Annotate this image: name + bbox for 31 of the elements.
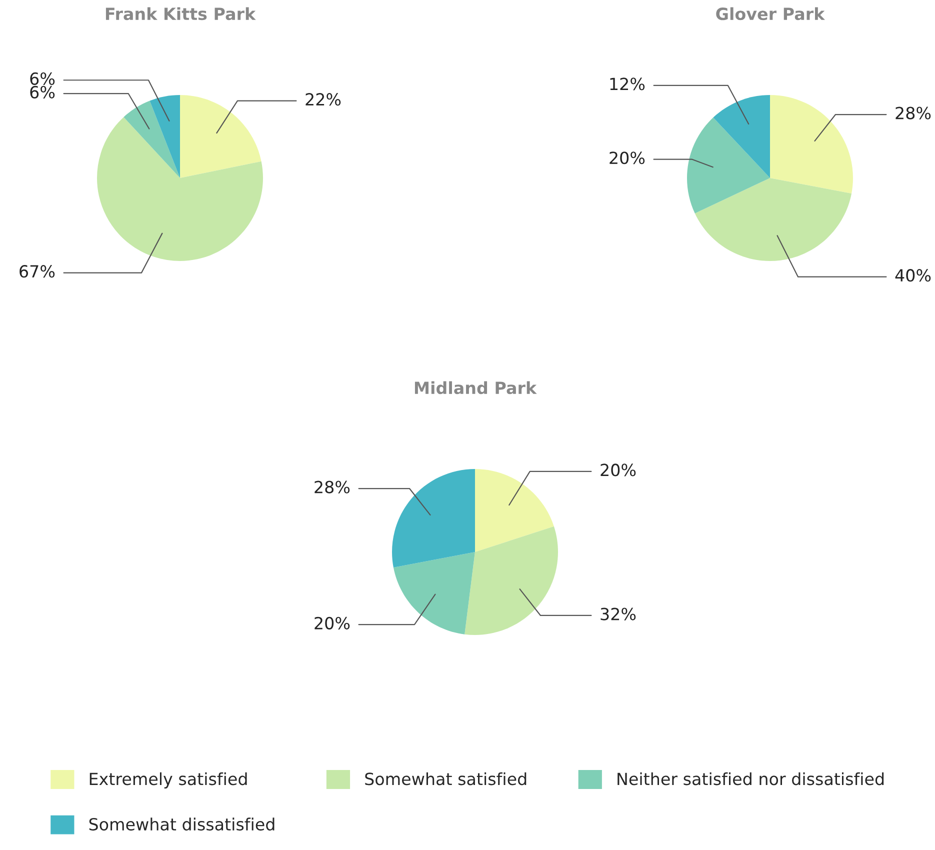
pie-slice [97, 117, 263, 261]
legend-label: Extremely satisfied [90, 772, 247, 788]
legend-label: Neither satisfied nor dissatisfied [618, 772, 884, 786]
data-label: 12% [610, 78, 645, 90]
data-label: 20% [314, 616, 350, 630]
pie-slice [180, 95, 262, 178]
pie-slice [694, 178, 852, 261]
data-label: 6% [30, 72, 55, 85]
pie-slice [464, 526, 558, 635]
legend-label: Somewhat satisfied [365, 772, 526, 786]
data-label: 28% [314, 480, 350, 494]
pie-slice [393, 552, 475, 634]
pie-slice [475, 469, 554, 552]
pie-slice [770, 95, 853, 194]
chart-title: Midland Park [414, 381, 537, 394]
chart-title: Frank Kitts Park [106, 7, 256, 20]
data-label: 32% [600, 608, 636, 620]
pie-slice [713, 95, 770, 178]
pie-slice [392, 469, 475, 568]
data-label: 6% [30, 86, 55, 98]
legend-label: Somewhat dissatisfied [89, 818, 274, 831]
data-label: 28% [896, 106, 931, 120]
data-label: 20% [610, 152, 645, 164]
pie-slice [687, 117, 770, 214]
data-label: 40% [895, 269, 931, 282]
pie-slice [150, 95, 180, 178]
chart-title: Glover Park [716, 7, 825, 20]
data-label: 22% [306, 93, 341, 106]
data-label: 20% [600, 464, 636, 476]
pie-slice [124, 100, 180, 178]
data-label: 67% [20, 265, 55, 278]
